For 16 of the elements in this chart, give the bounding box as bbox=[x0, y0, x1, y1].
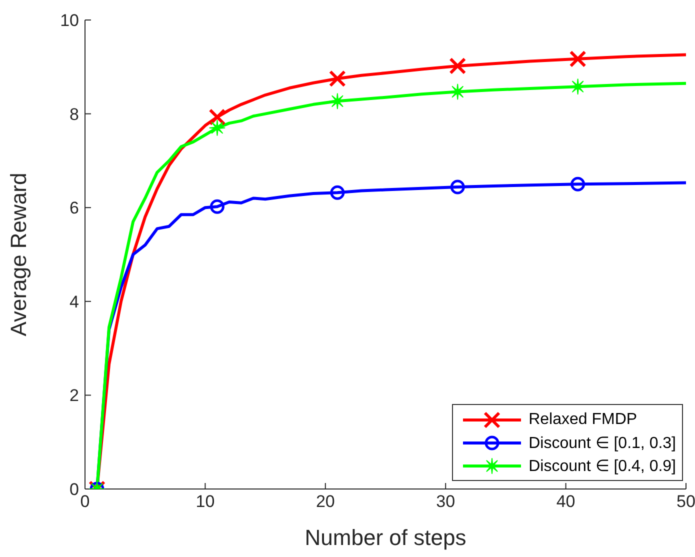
y-tick-label: 8 bbox=[70, 104, 79, 124]
y-tick-label: 2 bbox=[70, 386, 79, 406]
y-axis-title: Average Reward bbox=[6, 172, 31, 336]
x-tick-label: 20 bbox=[316, 492, 335, 512]
legend-label: Discount ∈ [0.1, 0.3] bbox=[528, 434, 676, 452]
legend-label: Relaxed FMDP bbox=[528, 410, 638, 428]
y-tick-label: 0 bbox=[70, 480, 79, 500]
x-tick-label: 40 bbox=[556, 492, 576, 512]
y-tick-label: 6 bbox=[70, 198, 79, 218]
legend-label: Discount ∈ [0.4, 0.9] bbox=[528, 456, 676, 476]
y-tick-label: 10 bbox=[60, 11, 79, 30]
x-tick-label: 30 bbox=[436, 492, 456, 512]
x-tick-label: 10 bbox=[196, 492, 215, 512]
x-tick-label: 50 bbox=[676, 492, 695, 512]
y-tick-label: 4 bbox=[70, 292, 79, 312]
x-axis-title: Number of steps bbox=[304, 525, 466, 550]
